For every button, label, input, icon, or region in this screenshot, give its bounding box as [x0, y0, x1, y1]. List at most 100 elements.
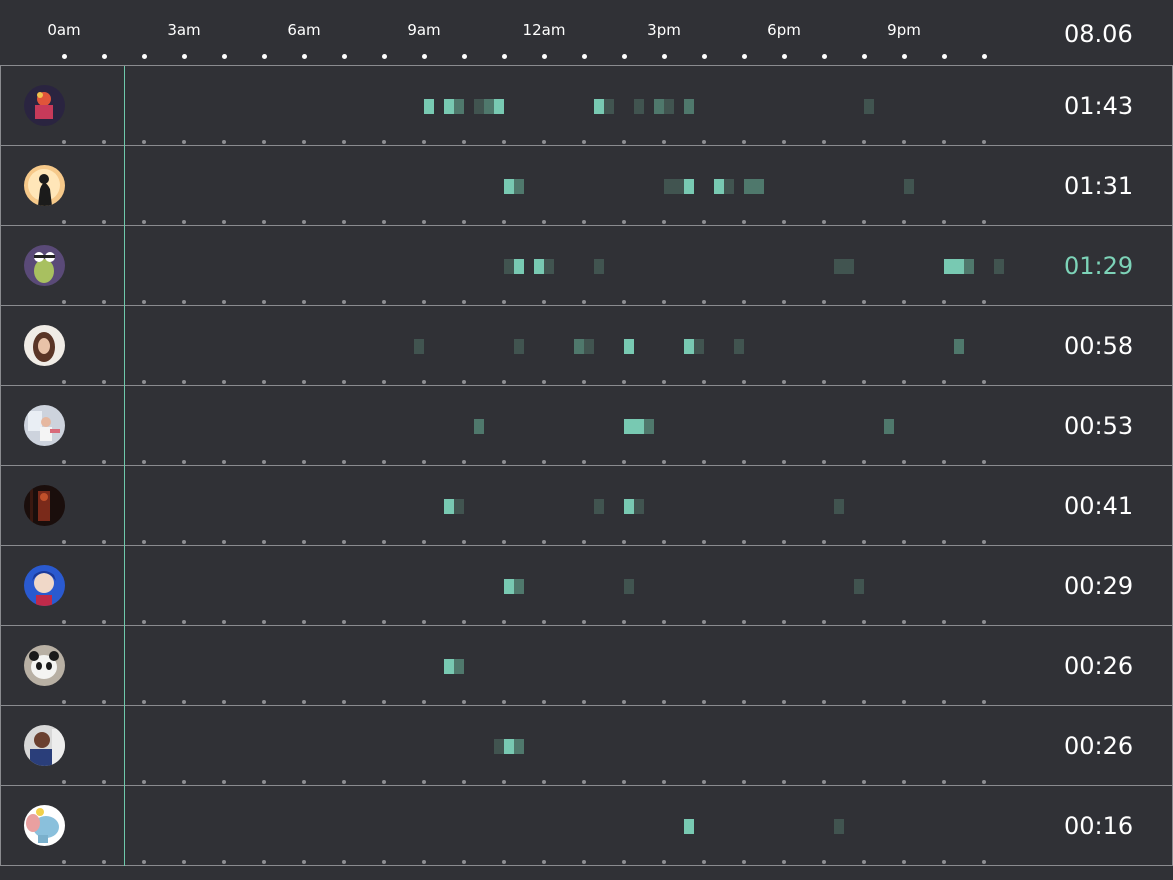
current-time-line: [124, 66, 125, 866]
hour-dot: [902, 540, 906, 544]
activity-cell: [514, 579, 524, 594]
activity-cell: [834, 259, 844, 274]
hour-dot: [342, 700, 346, 704]
girl-avatar[interactable]: [24, 405, 65, 446]
hour-dot: [822, 620, 826, 624]
hour-dot: [382, 220, 386, 224]
hour-dot: [622, 700, 626, 704]
hour-dot: [582, 540, 586, 544]
hour-dot: [342, 780, 346, 784]
hour-dot: [742, 300, 746, 304]
activity-cell: [414, 339, 424, 354]
hour-dot: [262, 380, 266, 384]
activity-cell: [444, 659, 454, 674]
hour-dot: [782, 460, 786, 464]
user-row[interactable]: 00:41: [0, 465, 1173, 545]
user-row[interactable]: 00:58: [0, 305, 1173, 385]
activity-cell: [684, 819, 694, 834]
hour-dot: [222, 220, 226, 224]
hour-dot: [782, 140, 786, 144]
hour-dot: [222, 700, 226, 704]
hour-dot: [702, 540, 706, 544]
panda-avatar[interactable]: [24, 645, 65, 686]
hour-dot: [662, 300, 666, 304]
user-row[interactable]: 01:31: [0, 145, 1173, 225]
hour-dot: [942, 540, 946, 544]
hour-dot: [622, 780, 626, 784]
hour-dot: [622, 540, 626, 544]
hour-dot: [222, 780, 226, 784]
hour-dot: [782, 540, 786, 544]
hour-dot: [942, 780, 946, 784]
hour-dot: [462, 700, 466, 704]
user-row[interactable]: 01:43: [0, 65, 1173, 145]
elephant-avatar[interactable]: [24, 805, 65, 846]
activity-cell: [474, 99, 484, 114]
hour-dot: [502, 780, 506, 784]
hour-dot: [262, 140, 266, 144]
user-row[interactable]: 00:26: [0, 705, 1173, 785]
hour-dot: [862, 220, 866, 224]
hour-dot: [421, 54, 427, 59]
hour-dot: [502, 380, 506, 384]
hour-dot: [102, 140, 106, 144]
hour-dot: [702, 700, 706, 704]
hour-dot: [262, 780, 266, 784]
hour-dot: [782, 700, 786, 704]
hour-dot: [222, 380, 226, 384]
hour-dot: [742, 380, 746, 384]
hour-dot: [182, 220, 186, 224]
hour-dot: [142, 700, 146, 704]
hour-dot: [862, 140, 866, 144]
hour-dot: [862, 780, 866, 784]
activity-cell: [654, 99, 664, 114]
hour-dot: [742, 860, 746, 864]
hour-dot: [382, 860, 386, 864]
hour-dot: [982, 620, 986, 624]
hour-dot: [302, 460, 306, 464]
user-row[interactable]: 00:26: [0, 625, 1173, 705]
hour-dot: [182, 540, 186, 544]
activity-cell: [514, 339, 524, 354]
hour-dot: [902, 460, 906, 464]
hour-dot: [862, 700, 866, 704]
hour-dot: [302, 380, 306, 384]
activity-cell: [504, 179, 514, 194]
hour-dot: [982, 380, 986, 384]
hour-dot: [182, 860, 186, 864]
activity-cell: [444, 99, 454, 114]
user-row[interactable]: 00:16: [0, 785, 1173, 866]
man-avatar[interactable]: [24, 725, 65, 766]
hour-dot: [462, 780, 466, 784]
hour-dot: [702, 140, 706, 144]
silhouette-avatar[interactable]: [24, 165, 65, 206]
tick-label: 0am: [47, 21, 81, 39]
activity-cell: [994, 259, 1004, 274]
user-row[interactable]: 00:53: [0, 385, 1173, 465]
hour-dot: [662, 700, 666, 704]
hour-dot: [902, 300, 906, 304]
hour-dot: [702, 220, 706, 224]
hour-dot: [62, 700, 66, 704]
dancer-avatar[interactable]: [24, 85, 65, 126]
hour-dot: [342, 540, 346, 544]
hour-dot: [101, 54, 107, 59]
hour-dot: [62, 780, 66, 784]
hour-dot: [62, 140, 66, 144]
hour-dot: [822, 300, 826, 304]
dark-figure-avatar[interactable]: [24, 485, 65, 526]
hour-dot: [742, 780, 746, 784]
anime-avatar[interactable]: [24, 565, 65, 606]
woman-avatar[interactable]: [24, 325, 65, 366]
hour-dot: [822, 860, 826, 864]
cartoon-avatar[interactable]: [24, 245, 65, 286]
hour-dot: [622, 860, 626, 864]
hour-dot: [662, 860, 666, 864]
user-row[interactable]: 00:29: [0, 545, 1173, 625]
user-row[interactable]: 01:29: [0, 225, 1173, 305]
hour-dot: [862, 460, 866, 464]
activity-cell: [644, 419, 654, 434]
activity-cell: [904, 179, 914, 194]
hour-dot: [782, 300, 786, 304]
tick-label: 9pm: [887, 21, 921, 39]
